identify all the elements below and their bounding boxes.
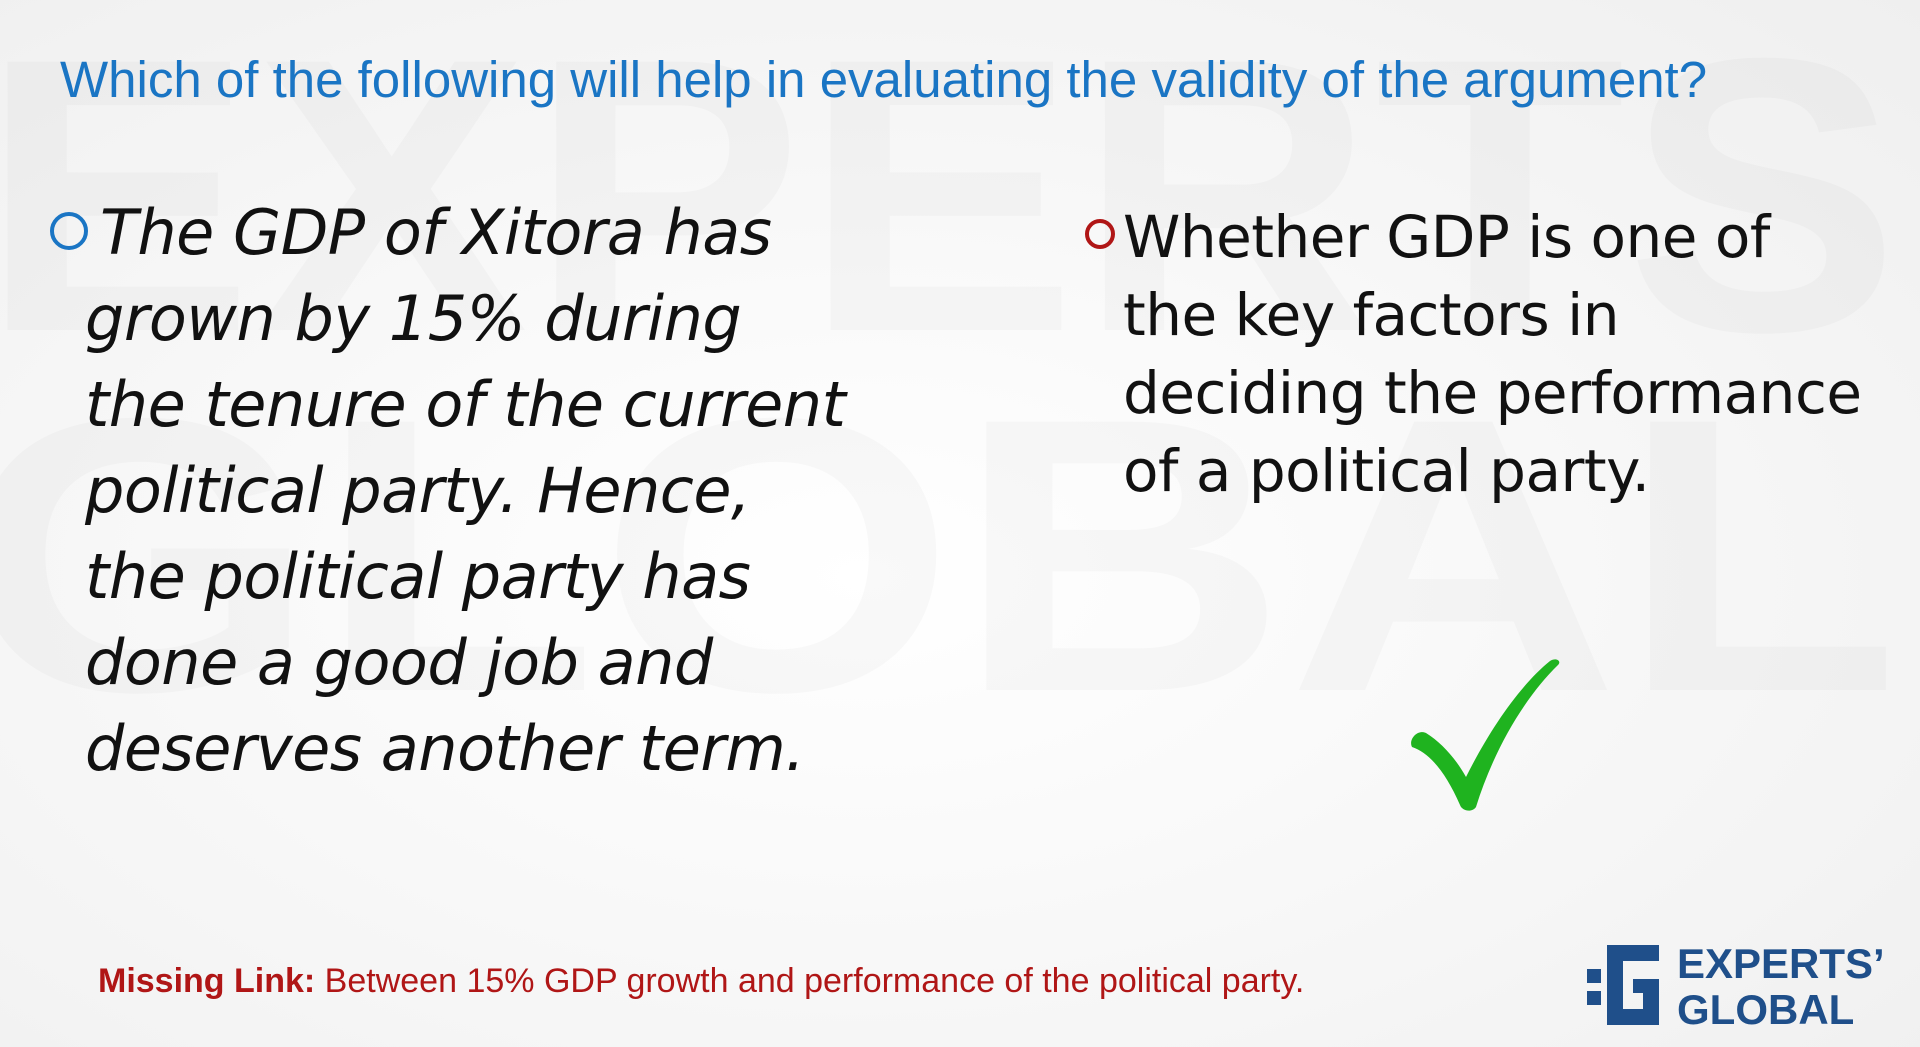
logo-line-global: GLOBAL <box>1677 986 1855 1033</box>
statement-line: the political party has <box>85 540 751 613</box>
missing-link-note: Missing Link: Between 15% GDP growth and… <box>98 962 1304 1001</box>
answer-option: Whether GDP is one of the key factors in… <box>1085 198 1905 510</box>
missing-link-text: Between 15% GDP growth and performance o… <box>315 962 1305 1000</box>
option-line: deciding the performance <box>1123 359 1862 427</box>
experts-global-logo: EXPERTS’ GLOBAL <box>1585 935 1895 1035</box>
logo-text: EXPERTS’ GLOBAL <box>1677 941 1885 1033</box>
statement-line: grown by 15% during <box>85 282 742 355</box>
logo-g-icon <box>1587 945 1659 1025</box>
checkmark-icon <box>1411 659 1560 811</box>
statement-line: the tenure of the current <box>85 368 846 441</box>
statement-line: deserves another term. <box>85 712 805 785</box>
statement-line: The GDP of Xitora has <box>50 190 910 276</box>
logo-line-experts: EXPERTS’ <box>1677 940 1885 987</box>
option-line: Whether GDP is one of <box>1085 198 1905 276</box>
option-line: the key factors in <box>1123 281 1620 349</box>
circle-bullet-icon <box>50 212 88 250</box>
question-prompt: Which of the following will help in eval… <box>60 51 1708 108</box>
missing-link-label: Missing Link: <box>98 962 316 1000</box>
statement-line: political party. Hence, <box>85 454 751 527</box>
statement-line: done a good job and <box>85 626 713 699</box>
circle-bullet-icon <box>1085 219 1115 249</box>
argument-statement: The GDP of Xitora has grown by 15% durin… <box>50 190 910 792</box>
option-line: of a political party. <box>1123 437 1650 505</box>
